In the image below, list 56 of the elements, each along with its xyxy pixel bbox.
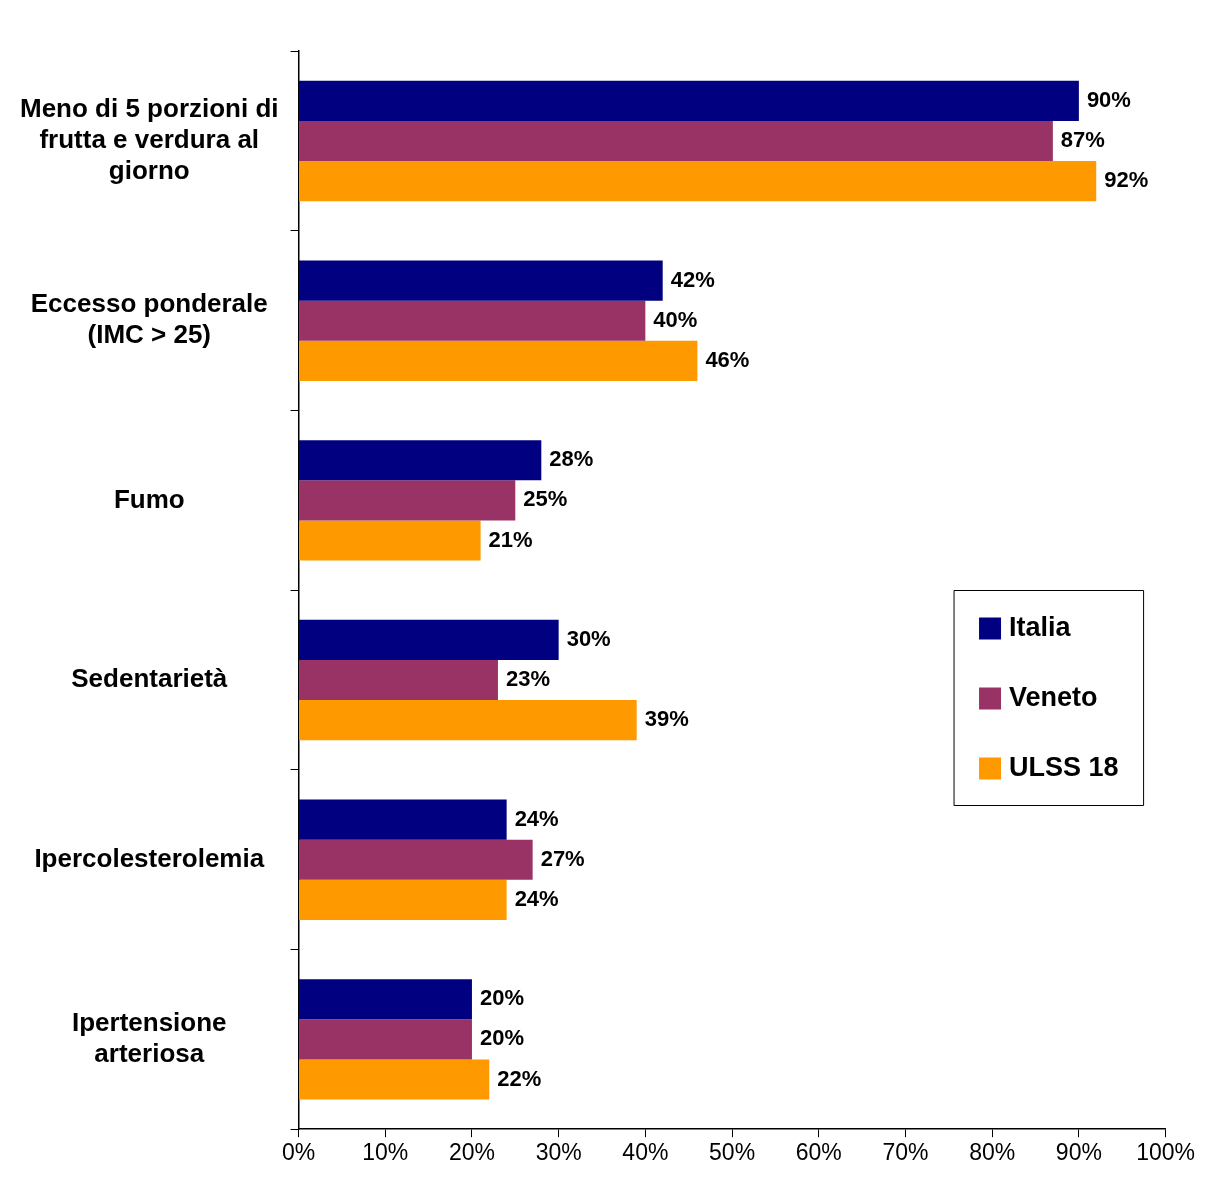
x-tick-label: 40% [622,1139,669,1166]
bar [299,979,472,1020]
bar [299,839,533,880]
data-label: 20% [479,985,524,1011]
data-label: 30% [566,625,611,651]
data-label: 25% [523,486,568,512]
bar [299,659,498,701]
bar [299,700,637,741]
y-tick-label: Ipertensione arteriosa [71,1006,227,1069]
data-label: 24% [514,805,559,831]
x-tick-label: 80% [969,1139,1016,1166]
y-tick-label: Eccesso ponderale (IMC > 25) [30,288,268,350]
data-label: 24% [514,885,559,911]
y-tick-label: Sedentarietà [71,663,228,694]
data-label: 27% [540,845,585,871]
data-label: 23% [505,666,551,692]
bar [299,440,542,481]
data-label: 39% [644,706,689,732]
legend-label: Italia [1009,611,1072,642]
bar [299,260,663,301]
y-tick-label: Meno di 5 porzioni di frutta e verdura al giorno [20,93,279,186]
x-tick-label: 0% [281,1139,316,1166]
data-label: 22% [497,1065,542,1091]
legend-label: ULSS 18 [1009,751,1119,782]
bar [299,120,1053,162]
x-tick-label: 30% [535,1139,582,1166]
data-label: 92% [1104,167,1149,193]
x-tick-label: 50% [709,1139,756,1166]
bar [299,1059,490,1100]
bar [299,300,646,341]
legend-label: Veneto [1009,681,1098,712]
data-label: 87% [1060,127,1105,153]
data-label: 90% [1086,86,1131,112]
x-tick-label: 90% [1055,1139,1102,1166]
x-tick-label: 100% [1136,1139,1195,1166]
bar [299,480,516,521]
data-label: 40% [653,306,698,332]
x-tick-label: 10% [362,1139,409,1166]
bar [299,1019,472,1060]
data-label: 21% [488,526,533,552]
data-label: 20% [479,1025,524,1051]
bar [299,619,559,660]
data-label: 28% [549,446,594,472]
bar [299,80,1079,121]
x-tick-label: 20% [448,1139,495,1166]
y-tick-label: Ipercolesterolemia [34,842,265,873]
data-label: 42% [670,266,715,292]
bar [299,879,507,920]
data-label: 46% [705,346,750,372]
bar [299,799,507,840]
bar [299,340,698,381]
bar [299,520,481,561]
bar [299,161,1097,202]
y-tick-label: Fumo [113,483,185,514]
x-tick-label: 70% [882,1139,929,1166]
x-tick-label: 60% [795,1139,842,1166]
